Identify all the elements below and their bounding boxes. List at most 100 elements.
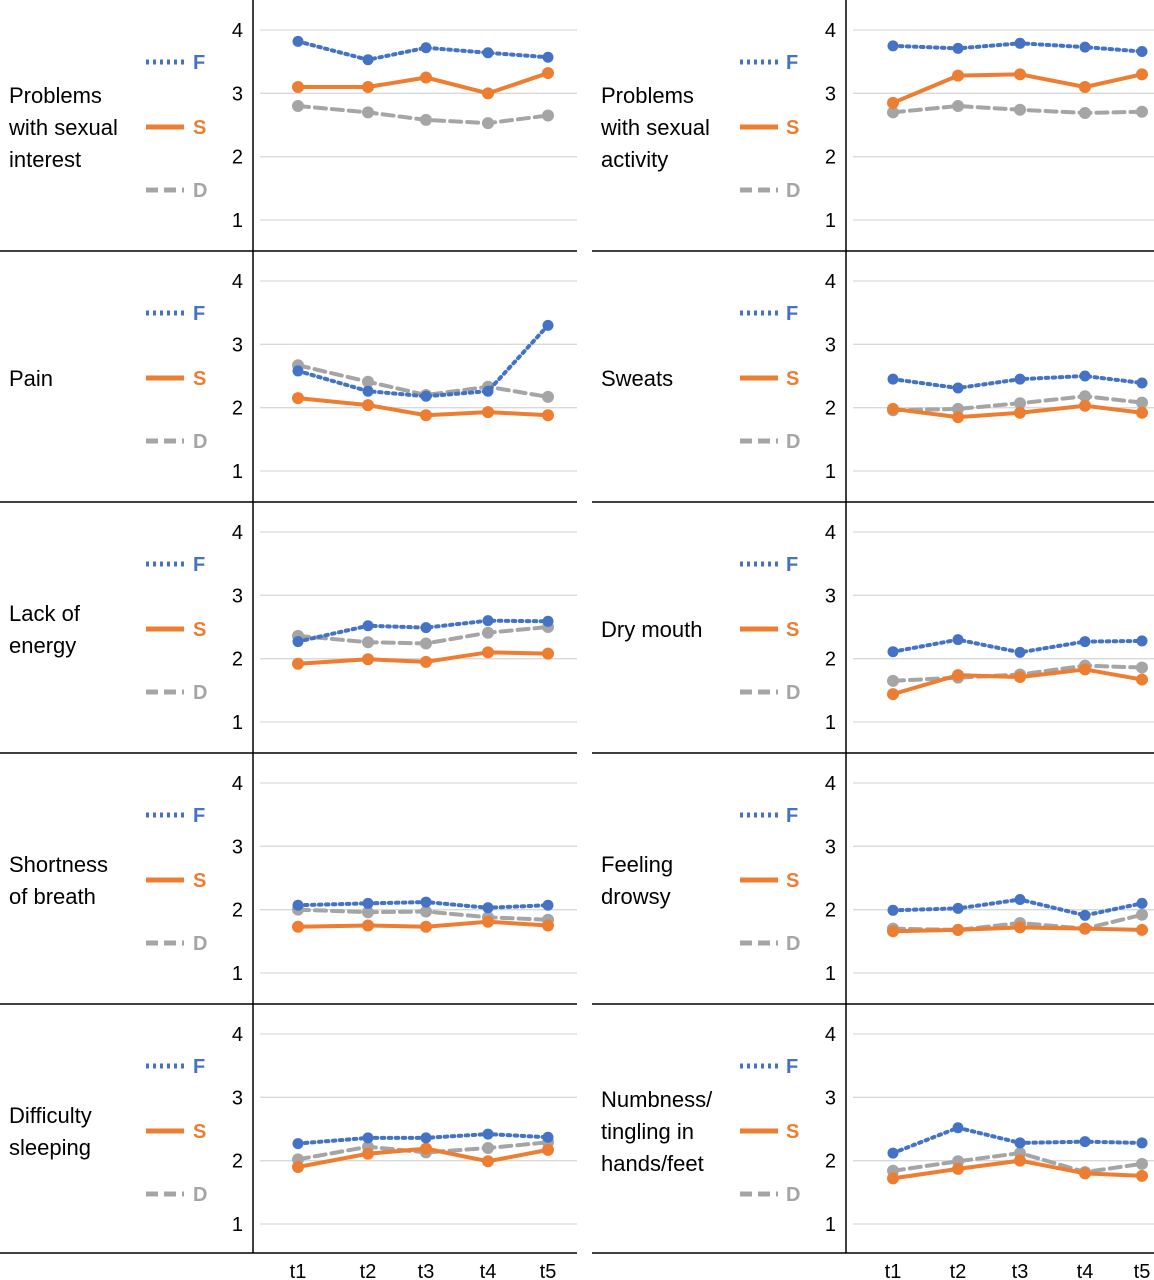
panel-label: interest [9,147,81,172]
legend-label: F [786,554,798,576]
data-point-D [1079,106,1091,119]
data-point-F [1079,370,1091,382]
data-point-F [420,622,432,634]
data-point-F [292,1138,304,1150]
data-point-D [1136,396,1148,409]
legend-label: S [786,117,799,139]
data-point-S [1079,1167,1091,1180]
x-tick-label: t3 [418,1261,435,1280]
data-point-S [952,69,964,82]
data-point-F [542,1131,554,1143]
data-point-F [887,40,899,52]
y-tick-label: 3 [232,836,243,858]
legend-label: D [786,431,800,453]
data-point-D [1014,103,1026,116]
y-tick-label: 4 [825,1024,836,1046]
data-point-S [887,688,899,701]
y-tick-label: 3 [825,83,836,105]
data-point-S [542,1143,554,1156]
data-point-F [887,1147,899,1159]
y-tick-label: 2 [825,1151,836,1173]
data-point-S [952,1162,964,1175]
panel: 1 2 3 4 Problems with sexual interest F S D [8,20,577,232]
data-point-D [1079,390,1091,403]
y-tick-label: 4 [232,1024,243,1046]
data-point-D [292,100,304,112]
y-tick-label: 2 [232,147,243,169]
y-tick-label: 1 [232,1214,243,1236]
data-point-F [362,897,374,909]
data-point-F [1136,46,1148,58]
data-point-F [952,634,964,646]
data-point-S [542,919,554,932]
y-tick-label: 3 [825,334,836,356]
y-tick-label: 4 [825,271,836,293]
data-point-S [362,1147,374,1160]
y-tick-label: 3 [825,836,836,858]
y-tick-label: 3 [825,585,836,607]
legend-label: F [193,1056,205,1078]
x-tick-label: t1 [885,1261,902,1280]
data-point-S [482,915,494,928]
data-point-F [482,47,494,59]
legend-label: S [786,870,799,892]
data-point-D [420,905,432,918]
data-point-D [887,106,899,119]
legend-label: D [786,682,800,704]
x-tick-label: t4 [1077,1261,1094,1280]
data-point-F [362,385,374,397]
y-tick-label: 1 [232,210,243,232]
data-point-S [1136,68,1148,81]
data-point-F [542,615,554,627]
data-point-S [362,653,374,666]
data-point-F [1136,897,1148,909]
data-point-S [542,409,554,422]
data-point-D [482,117,494,130]
data-point-F [1079,909,1091,921]
panel-label: energy [9,633,76,658]
data-point-S [887,96,899,109]
y-tick-label: 1 [232,963,243,985]
panel: 1 2 3 4 Problems with sexual activity F S D [600,20,1154,232]
legend-label: F [193,805,205,827]
y-tick-label: 3 [232,1087,243,1109]
x-tick-label: t1 [290,1261,307,1280]
legend-label: D [193,180,207,202]
data-point-F [482,1128,494,1140]
panel: 1 2 3 4 Numbness/tingling in hands/feet F S D [601,1024,1154,1236]
data-point-D [1136,908,1148,921]
x-tick-label: t3 [1012,1261,1029,1280]
data-point-D [542,390,554,403]
legend-label: F [786,52,798,74]
data-point-F [1136,635,1148,647]
data-point-F [887,646,899,658]
data-point-D [362,636,374,649]
x-tick-label: t5 [1134,1261,1151,1280]
legend-label: F [193,52,205,74]
y-tick-label: 1 [825,210,836,232]
panel: 1 2 3 4 Sweats F S D [601,271,1154,483]
data-point-D [420,113,432,126]
y-tick-label: 2 [232,900,243,922]
legend-label: F [786,805,798,827]
panel-label: hands/feet [601,1151,704,1176]
data-point-S [420,920,432,933]
legend-label: S [786,368,799,390]
legend-label: F [193,303,205,325]
data-point-S [542,67,554,80]
data-point-F [482,902,494,914]
data-point-F [292,636,304,648]
data-point-F [420,42,432,54]
data-point-F [420,1132,432,1144]
data-point-S [420,409,432,422]
panel-label: Sweats [601,366,673,391]
y-tick-label: 3 [232,585,243,607]
data-point-F [952,382,964,394]
legend-label: S [786,619,799,641]
data-point-S [1079,663,1091,676]
legend-label: S [193,619,206,641]
legend-label: D [786,1184,800,1206]
y-tick-label: 2 [232,398,243,420]
data-point-F [1014,37,1026,49]
data-point-S [1079,81,1091,93]
